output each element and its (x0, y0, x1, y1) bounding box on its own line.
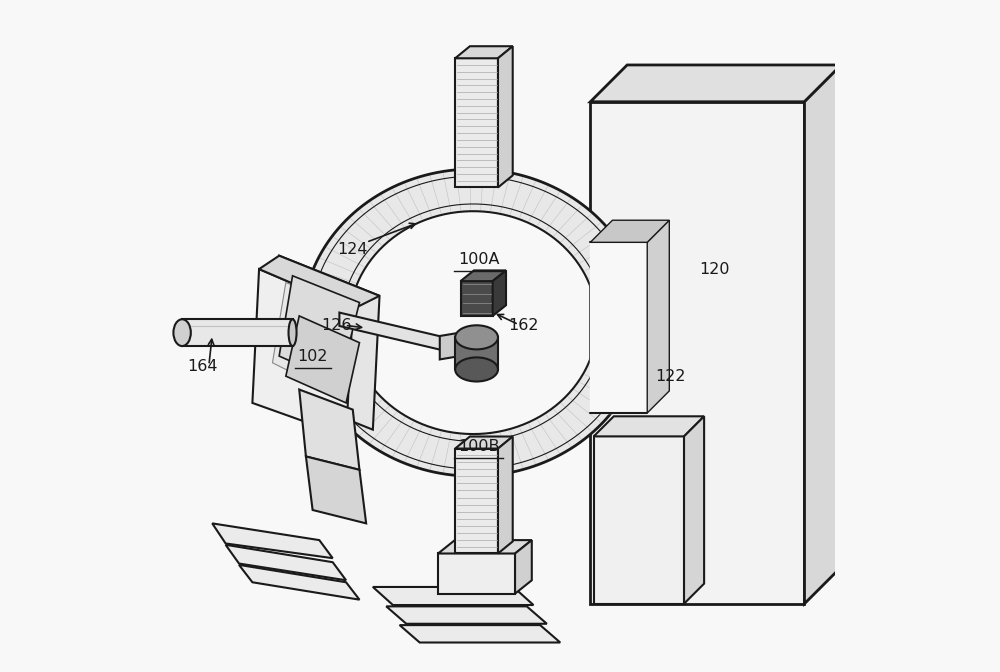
Polygon shape (455, 437, 513, 448)
Polygon shape (590, 101, 804, 603)
Polygon shape (498, 437, 513, 554)
Polygon shape (804, 65, 841, 603)
Text: 122: 122 (655, 369, 686, 384)
Polygon shape (590, 243, 647, 413)
Polygon shape (647, 220, 669, 413)
Polygon shape (226, 545, 346, 580)
Ellipse shape (455, 325, 498, 349)
Text: 126: 126 (321, 319, 351, 333)
Polygon shape (515, 540, 532, 593)
Polygon shape (455, 337, 498, 370)
Polygon shape (272, 255, 380, 429)
Polygon shape (455, 58, 498, 187)
Polygon shape (440, 333, 460, 360)
Polygon shape (493, 270, 506, 316)
Polygon shape (303, 169, 644, 476)
Polygon shape (386, 606, 547, 624)
Polygon shape (239, 565, 359, 599)
Polygon shape (438, 554, 515, 593)
Text: 100B: 100B (458, 439, 499, 454)
Polygon shape (212, 523, 333, 558)
Text: 124: 124 (338, 241, 368, 257)
Polygon shape (259, 255, 380, 309)
Polygon shape (286, 316, 359, 403)
Polygon shape (684, 417, 704, 603)
Text: 162: 162 (508, 319, 539, 333)
Polygon shape (461, 281, 493, 316)
Polygon shape (455, 448, 498, 554)
Ellipse shape (455, 358, 498, 382)
Polygon shape (373, 587, 533, 605)
Polygon shape (461, 270, 506, 281)
Polygon shape (590, 65, 841, 101)
Polygon shape (455, 46, 513, 58)
Ellipse shape (173, 319, 191, 346)
Text: 100A: 100A (458, 251, 499, 267)
Text: 120: 120 (699, 261, 729, 277)
Polygon shape (594, 436, 684, 603)
Polygon shape (400, 625, 560, 642)
Polygon shape (498, 46, 513, 187)
Polygon shape (279, 276, 359, 383)
Polygon shape (594, 417, 704, 436)
Polygon shape (299, 390, 359, 470)
Polygon shape (182, 319, 293, 346)
Polygon shape (272, 282, 333, 383)
Polygon shape (438, 540, 532, 554)
Polygon shape (252, 269, 353, 436)
Text: 164: 164 (187, 359, 217, 374)
Polygon shape (339, 312, 453, 353)
Polygon shape (590, 220, 669, 243)
Ellipse shape (289, 319, 297, 346)
Polygon shape (306, 456, 366, 523)
Text: 102: 102 (297, 349, 328, 364)
